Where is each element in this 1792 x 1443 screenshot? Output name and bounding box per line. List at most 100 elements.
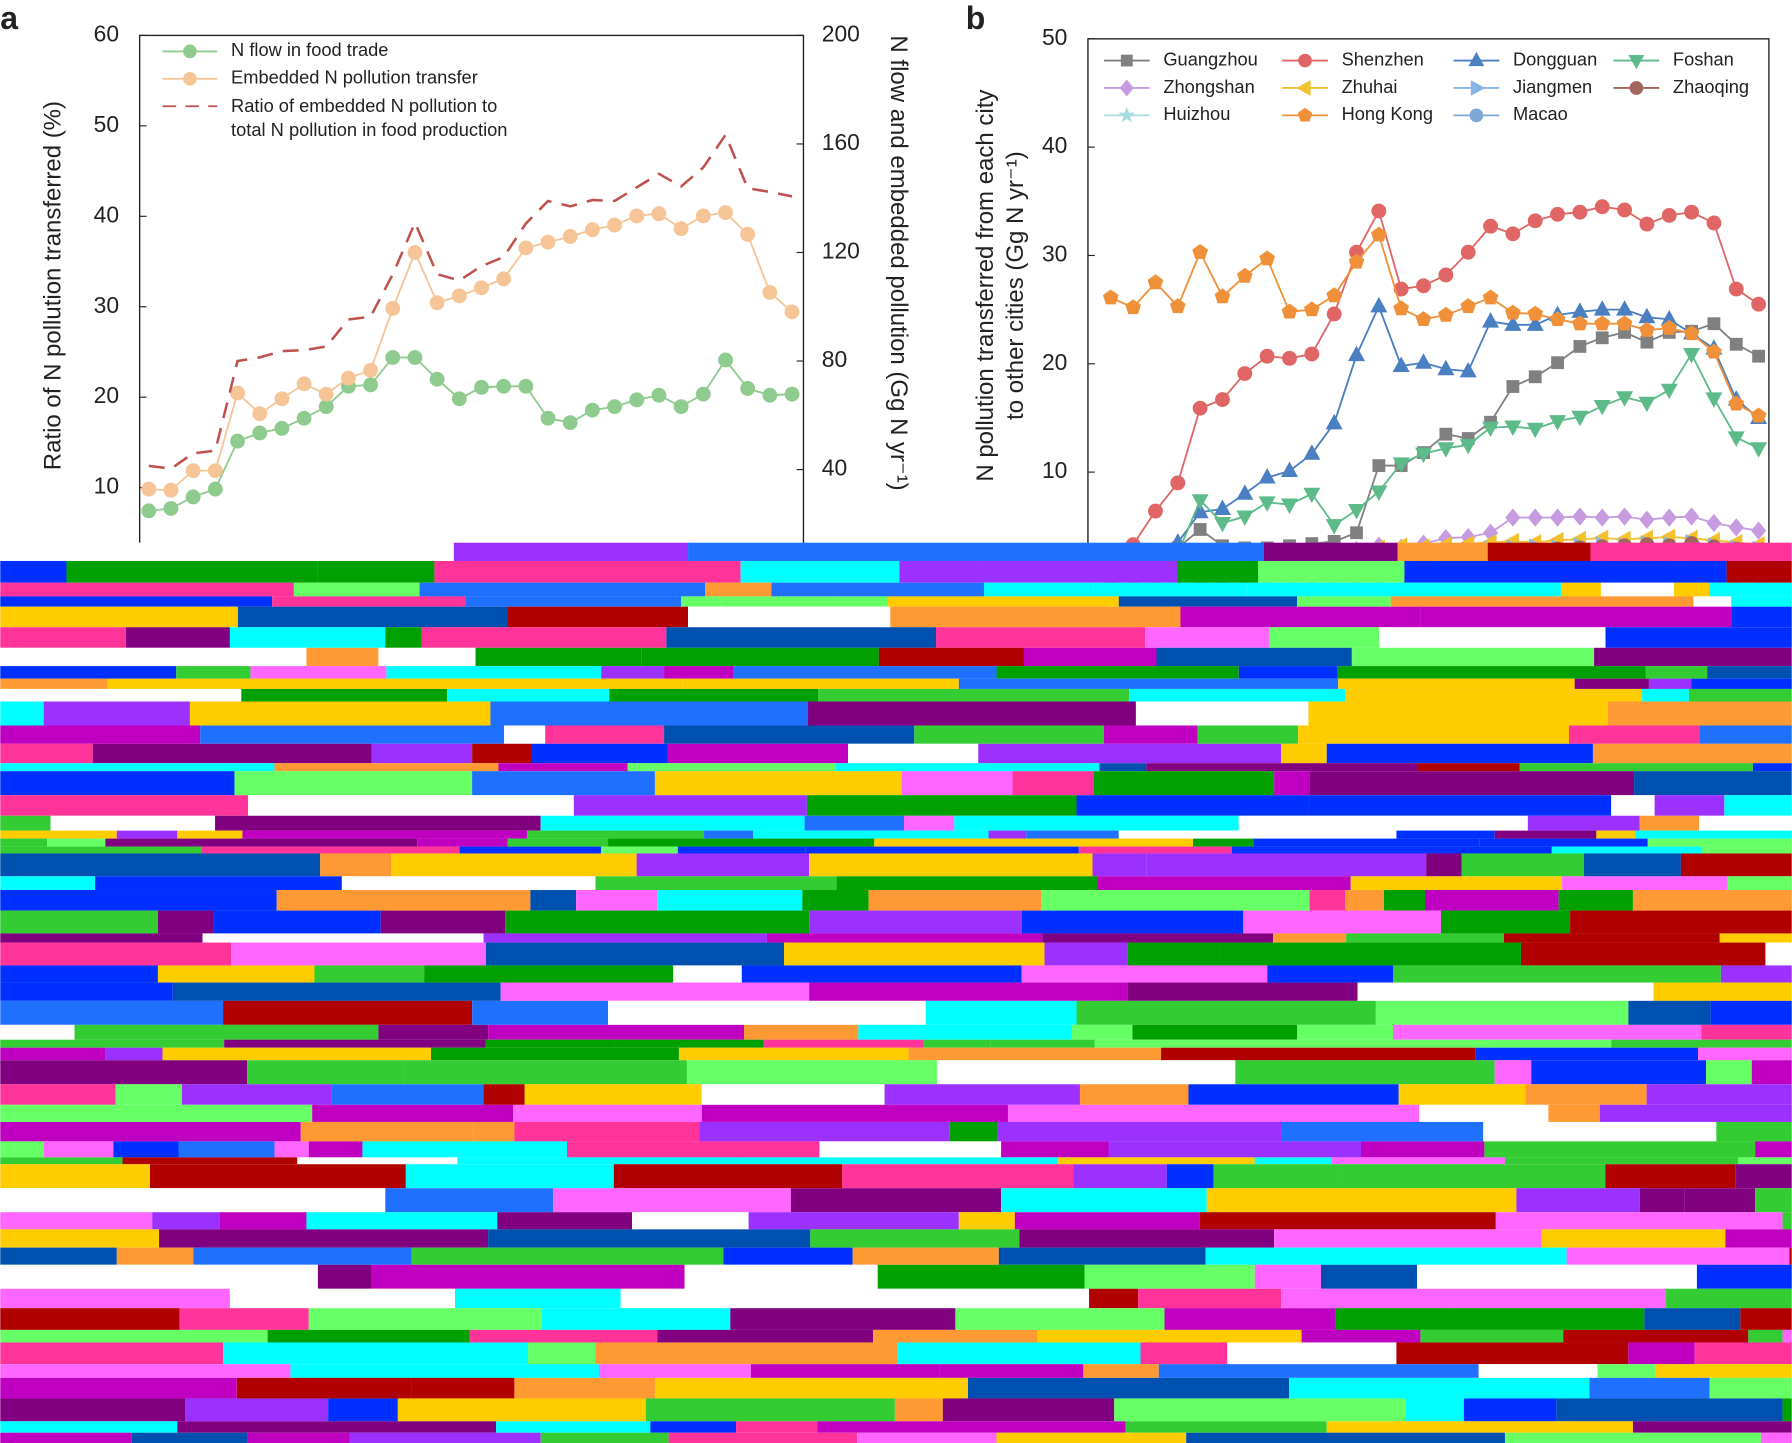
glitch-stripe: [688, 542, 984, 561]
marker: [1550, 206, 1565, 222]
glitch-stripe: [1263, 542, 1398, 561]
glitch-stripe: [213, 910, 381, 934]
marker: [1706, 215, 1722, 231]
marker: [1214, 288, 1231, 304]
glitch-stripe: [1281, 743, 1327, 764]
glitch-stripe: [1205, 1247, 1478, 1265]
glitch-stripe: [682, 678, 959, 689]
marker: [562, 229, 578, 244]
glitch-stripe: [1628, 1342, 1695, 1365]
glitch-stripe: [1166, 1164, 1214, 1189]
glitch-stripe: [1308, 795, 1612, 816]
glitch-stripe: [598, 1364, 751, 1378]
glitch-stripe: [1132, 1024, 1298, 1040]
glitch-stripe: [1605, 627, 1792, 648]
glitch-stripe: [113, 1141, 179, 1158]
glitch-stripe: [391, 853, 637, 877]
glitch-stripe: [380, 910, 506, 934]
glitch-stripe: [0, 1308, 180, 1330]
glitch-stripe: [627, 763, 836, 772]
glitch-stripe: [1566, 1247, 1790, 1265]
glitch-stripe: [1392, 1024, 1702, 1040]
glitch-stripe: [157, 965, 315, 983]
marker: [1258, 496, 1276, 512]
glitch-stripe: [1740, 1308, 1792, 1330]
marker: [1348, 253, 1365, 269]
marker: [1573, 340, 1587, 353]
legend-label: Guangzhou: [1163, 48, 1257, 69]
glitch-stripe: [1337, 1164, 1606, 1189]
marker: [1661, 319, 1678, 335]
marker: [1483, 218, 1498, 234]
glitch-stripe: [1227, 1342, 1397, 1365]
glitch-stripe: [1197, 725, 1299, 744]
glitch-stripe: [405, 1164, 614, 1189]
glitch-stripe: [272, 596, 466, 607]
y-tick-label: 50: [94, 111, 119, 137]
glitch-stripe: [314, 965, 425, 983]
glitch-stripe: [0, 795, 249, 816]
glitch-stripe: [1716, 1121, 1792, 1142]
marker: [1526, 422, 1544, 439]
marker: [1392, 457, 1410, 473]
glitch-stripe: [677, 846, 806, 854]
glitch-stripe: [1634, 771, 1792, 796]
marker: [518, 378, 534, 394]
marker: [474, 379, 489, 395]
glitch-stripe: [0, 1421, 178, 1433]
marker: [1213, 516, 1231, 533]
glitch-stripe: [1583, 853, 1681, 877]
y-tick-label: 40: [94, 201, 119, 227]
glitch-stripe: [1390, 596, 1694, 607]
glitch-stripe: [490, 701, 809, 726]
glitch-stripe: [1646, 1084, 1792, 1105]
marker: [1460, 244, 1476, 260]
glitch-stripe: [790, 1188, 1002, 1213]
glitch-stripe: [1396, 1342, 1629, 1365]
glitch-stripe: [553, 1188, 791, 1213]
glitch-stripe: [748, 1212, 959, 1230]
legend-marker: [1297, 107, 1313, 122]
marker: [540, 234, 556, 250]
glitch-stripe: [0, 1039, 225, 1048]
glitch-stripe: [403, 1060, 687, 1085]
glitch-stripe: [528, 1342, 596, 1365]
marker: [1707, 317, 1721, 331]
glitch-stripe: [1193, 838, 1254, 847]
glitch-stripe: [684, 1264, 878, 1289]
marker: [1684, 204, 1700, 220]
glitch-stripe: [1021, 910, 1244, 934]
glitch-stripe: [421, 627, 667, 648]
glitch-stripe: [1495, 1212, 1783, 1230]
marker: [1215, 392, 1230, 407]
glitch-stripe: [411, 1247, 724, 1265]
glitch-stripe: [771, 582, 833, 597]
glitch-stripe: [1042, 933, 1274, 943]
glitch-stripe: [1611, 1039, 1792, 1048]
marker: [1437, 359, 1455, 376]
glitch-stripe: [1346, 933, 1504, 943]
y-axis-title: Ratio of N pollution transferred (%): [39, 101, 66, 470]
glitch-stripe: [908, 1047, 1162, 1061]
glitch-stripe: [1691, 678, 1792, 689]
glitch-stripe: [1146, 763, 1417, 772]
y-tick-label: 20: [94, 382, 119, 408]
glitch-stripe: [378, 1024, 489, 1040]
marker: [1280, 498, 1299, 514]
marker: [1505, 226, 1521, 242]
glitch-stripe: [1487, 542, 1591, 561]
glitch-stripe: [0, 1229, 160, 1248]
glitch-stripe: [1479, 838, 1648, 847]
marker: [1706, 343, 1722, 359]
marker: [1728, 281, 1744, 297]
glitch-stripe: [1551, 846, 1702, 854]
glitch-stripe: [750, 1364, 940, 1378]
glitch-stripe: [371, 743, 473, 764]
glitch-stripe: [116, 1247, 194, 1265]
glitch-stripe: [419, 582, 706, 597]
glitch-stripe: [983, 542, 1264, 561]
marker: [1505, 508, 1521, 527]
glitch-stripe: [0, 701, 44, 726]
marker: [1370, 296, 1388, 313]
